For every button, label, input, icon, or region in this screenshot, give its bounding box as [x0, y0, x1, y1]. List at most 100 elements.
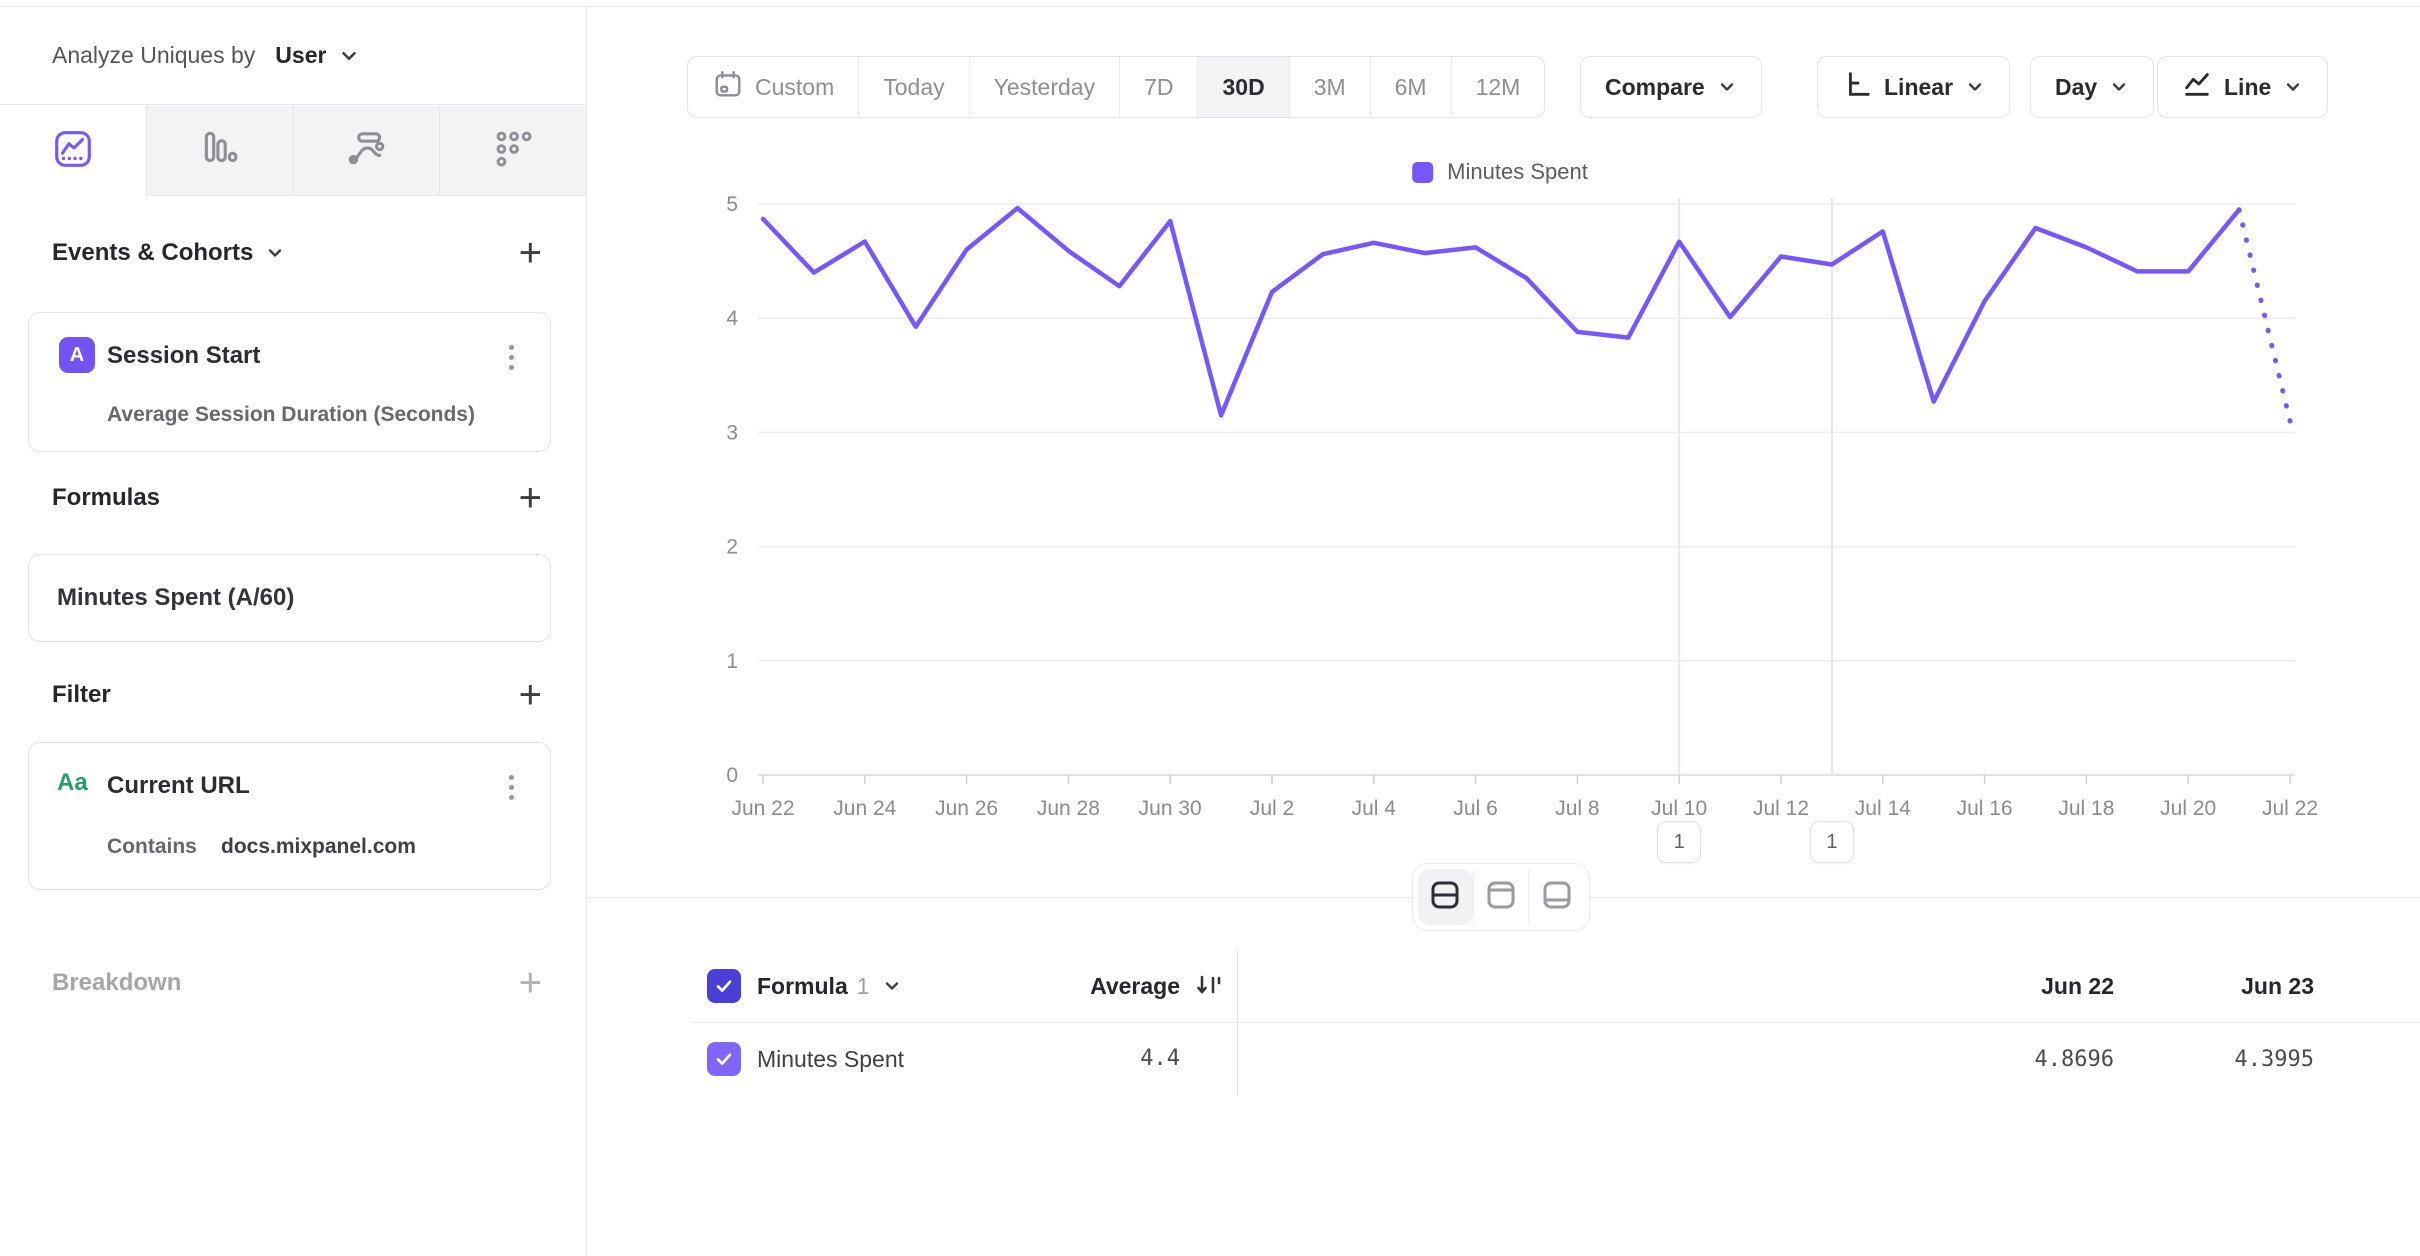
table-value-cell: 4.6717	[2314, 1047, 2420, 1072]
y-tick-label: 4	[726, 307, 738, 330]
y-tick-label: 1	[726, 650, 738, 673]
analyze-uniques-label: Analyze Uniques by	[52, 42, 256, 68]
chevron-down-icon	[2109, 77, 2129, 97]
events-section-title[interactable]: Events & Cohorts	[52, 239, 285, 267]
query-builder-sidebar: Analyze Uniques by User	[0, 7, 587, 1256]
date-range-custom[interactable]: Custom	[688, 57, 858, 117]
table-value-cell: 4.8696	[2034, 1046, 2114, 1072]
date-range-today[interactable]: Today	[858, 57, 968, 117]
x-tick-label: Jul 4	[1352, 797, 1397, 820]
date-range-7d[interactable]: 7D	[1119, 57, 1197, 117]
x-tick-label: Jun 22	[731, 797, 794, 820]
table-data-row: Minutes Spent 4.4 4.86964.39954.67173.92…	[690, 1023, 2420, 1095]
metrics-grid-icon	[492, 127, 534, 174]
legend-color-swatch	[1412, 161, 1434, 183]
layout-table-only-button[interactable]	[1528, 869, 1584, 925]
axis-scale-button[interactable]: Linear	[1817, 56, 2011, 118]
filter-section-header: Filter +	[52, 673, 542, 717]
layout-chart-only-button[interactable]	[1472, 869, 1529, 925]
x-tick-label: Jul 22	[2262, 797, 2318, 820]
date-range-yesterday[interactable]: Yesterday	[968, 57, 1119, 117]
line-style-icon	[2182, 69, 2212, 105]
date-range-6m[interactable]: 6M	[1369, 57, 1451, 117]
breakdown-section-title: Breakdown	[52, 969, 182, 996]
average-value-cell: 4.4	[1140, 1046, 1180, 1071]
compare-button[interactable]: Compare	[1580, 56, 1762, 118]
series-line-incomplete-segment	[2236, 207, 2293, 424]
tab-flow-chart[interactable]	[292, 106, 440, 196]
compare-label: Compare	[1605, 73, 1705, 100]
table-date-column-header[interactable]: Jun 23	[2241, 972, 2314, 999]
annotation-badge[interactable]: 1	[1657, 821, 1702, 863]
flow-icon	[345, 127, 387, 174]
date-range-segmented-control: Custom Today Yesterday 7D 30D 3M 6M 12M	[687, 56, 1546, 118]
date-range-label: Custom	[755, 73, 835, 100]
chart-only-icon	[1484, 878, 1518, 917]
axis-scale-label: Linear	[1884, 73, 1954, 100]
y-tick-label: 2	[726, 536, 738, 559]
chart-legend[interactable]: Minutes Spent	[1412, 159, 1588, 185]
filter-card-current-url[interactable]: Aa Current URL Contains docs.mixpanel.co…	[28, 742, 551, 890]
calendar-icon	[712, 68, 744, 106]
layout-toggle-group	[1412, 863, 1590, 931]
table-group-name[interactable]: Formula	[757, 972, 848, 999]
add-event-button[interactable]: +	[518, 231, 542, 275]
annotation-badge[interactable]: 1	[1809, 821, 1854, 863]
chevron-down-icon	[1965, 77, 1985, 97]
table-value-cell: 4.3995	[2234, 1046, 2314, 1072]
x-tick-label: Jul 20	[2160, 797, 2216, 820]
chart-type-tabbar	[0, 106, 586, 196]
tab-line-chart[interactable]	[0, 106, 146, 196]
x-tick-label: Jul 10	[1651, 797, 1707, 820]
events-section-header: Events & Cohorts +	[52, 231, 542, 275]
x-tick-label: Jun 28	[1037, 797, 1100, 820]
series-line-minutes-spent[interactable]	[760, 205, 2242, 418]
kebab-menu-icon[interactable]	[505, 341, 518, 374]
filter-operator[interactable]: Contains	[107, 835, 197, 858]
sort-descending-icon[interactable]	[1194, 970, 1224, 1005]
event-letter-badge: A	[59, 337, 95, 373]
table-group-index: 1	[856, 972, 870, 999]
tab-metrics-grid[interactable]	[439, 106, 586, 196]
x-tick-label: Jun 24	[833, 797, 896, 820]
x-tick-label: Jul 16	[1957, 797, 2013, 820]
x-tick-label: Jul 12	[1753, 797, 1809, 820]
select-all-checkbox[interactable]	[707, 969, 741, 1003]
table-date-column-header[interactable]: Jun 24	[2314, 973, 2420, 1000]
event-aggregation[interactable]: Average Session Duration (Seconds)	[107, 403, 475, 426]
events-section-title-text: Events & Cohorts	[52, 239, 254, 266]
kebab-menu-icon[interactable]	[505, 771, 518, 804]
chart-style-button[interactable]: Line	[2157, 56, 2329, 118]
granularity-label: Day	[2055, 73, 2098, 100]
granularity-button[interactable]: Day	[2030, 56, 2155, 118]
layout-split-view-button[interactable]	[1418, 869, 1473, 925]
page-top-divider	[0, 6, 2420, 7]
chevron-down-icon	[882, 976, 902, 996]
average-column-header[interactable]: Average	[1090, 973, 1180, 999]
x-tick-label: Jul 2	[1250, 797, 1294, 820]
line-chart[interactable]: 0 1 2 3 4 5 Jun 22 Jun 24 Jun 26 Jun 28 Jun 30 Jul …	[700, 192, 2320, 837]
formulas-section-header: Formulas +	[52, 476, 542, 520]
formula-expression: Minutes Spent (A/60)	[57, 584, 295, 611]
tab-bar-chart[interactable]	[145, 106, 293, 196]
x-tick-label: Jul 18	[2058, 797, 2114, 820]
add-breakdown-button[interactable]: +	[518, 961, 542, 1005]
y-tick-label: 5	[726, 193, 738, 216]
analyze-by-dropdown[interactable]: User	[275, 42, 360, 69]
filter-value[interactable]: docs.mixpanel.com	[221, 835, 416, 858]
formula-card[interactable]: Minutes Spent (A/60)	[28, 554, 551, 642]
event-card-session-start[interactable]: A Session Start Average Session Duration…	[28, 312, 551, 452]
formulas-section-title: Formulas	[52, 484, 161, 511]
series-visibility-checkbox[interactable]	[707, 1042, 741, 1076]
series-name-cell[interactable]: Minutes Spent	[757, 1045, 905, 1072]
table-column-divider	[1237, 950, 1238, 1096]
add-formula-button[interactable]: +	[518, 476, 542, 520]
date-range-12m[interactable]: 12M	[1450, 57, 1545, 117]
date-range-30d[interactable]: 30D	[1197, 57, 1289, 117]
add-filter-button[interactable]: +	[518, 673, 542, 717]
table-date-column-header[interactable]: Jun 22	[2041, 972, 2114, 999]
date-range-3m[interactable]: 3M	[1288, 57, 1370, 117]
string-property-badge: Aa	[57, 769, 88, 796]
